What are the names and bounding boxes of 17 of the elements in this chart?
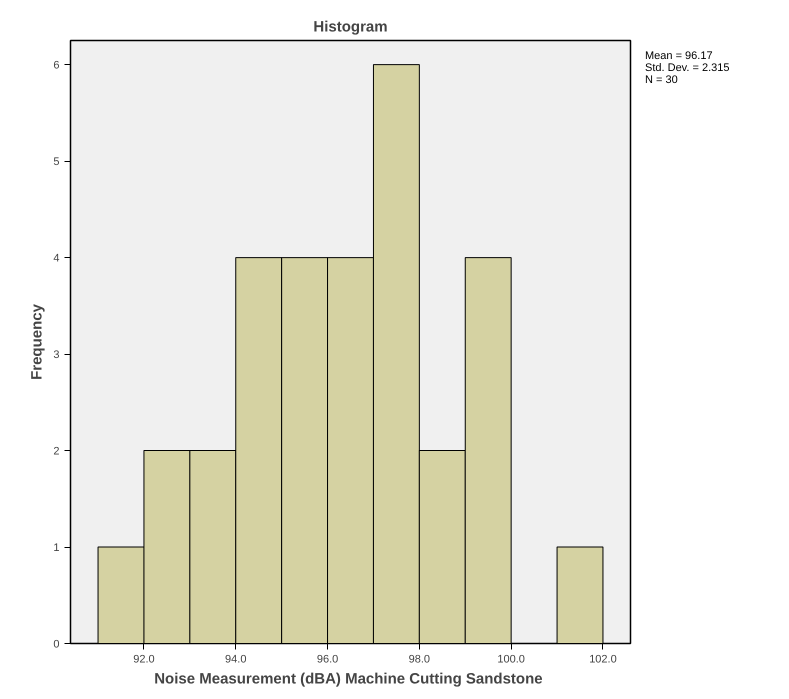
x-tick-label: 102.0 [589, 654, 617, 666]
y-tick-label: 6 [53, 60, 60, 72]
x-tick-label: 96.0 [316, 654, 338, 666]
y-axis-title: Frequency [28, 303, 46, 380]
y-tick-label: 1 [53, 542, 60, 554]
y-tick-label: 4 [53, 252, 60, 265]
y-tick-label: 2 [53, 446, 60, 458]
y-tick-label: 5 [53, 156, 60, 168]
x-tick-label: 94.0 [225, 654, 246, 666]
x-tick-label: 100.0 [497, 654, 525, 666]
x-axis-title: Noise Measurement (dBA) Machine Cutting Sandstone [154, 670, 543, 688]
text: Mean = 96.17 Std. Dev. = 2.315 N = 30 [645, 50, 730, 86]
x-tick-label: 98.0 [408, 654, 430, 666]
chart-title: Histogram [313, 18, 388, 36]
x-tick-label: 92.0 [133, 654, 155, 666]
y-tick-label: 0 [53, 638, 60, 650]
y-tick-label: 3 [53, 349, 60, 362]
